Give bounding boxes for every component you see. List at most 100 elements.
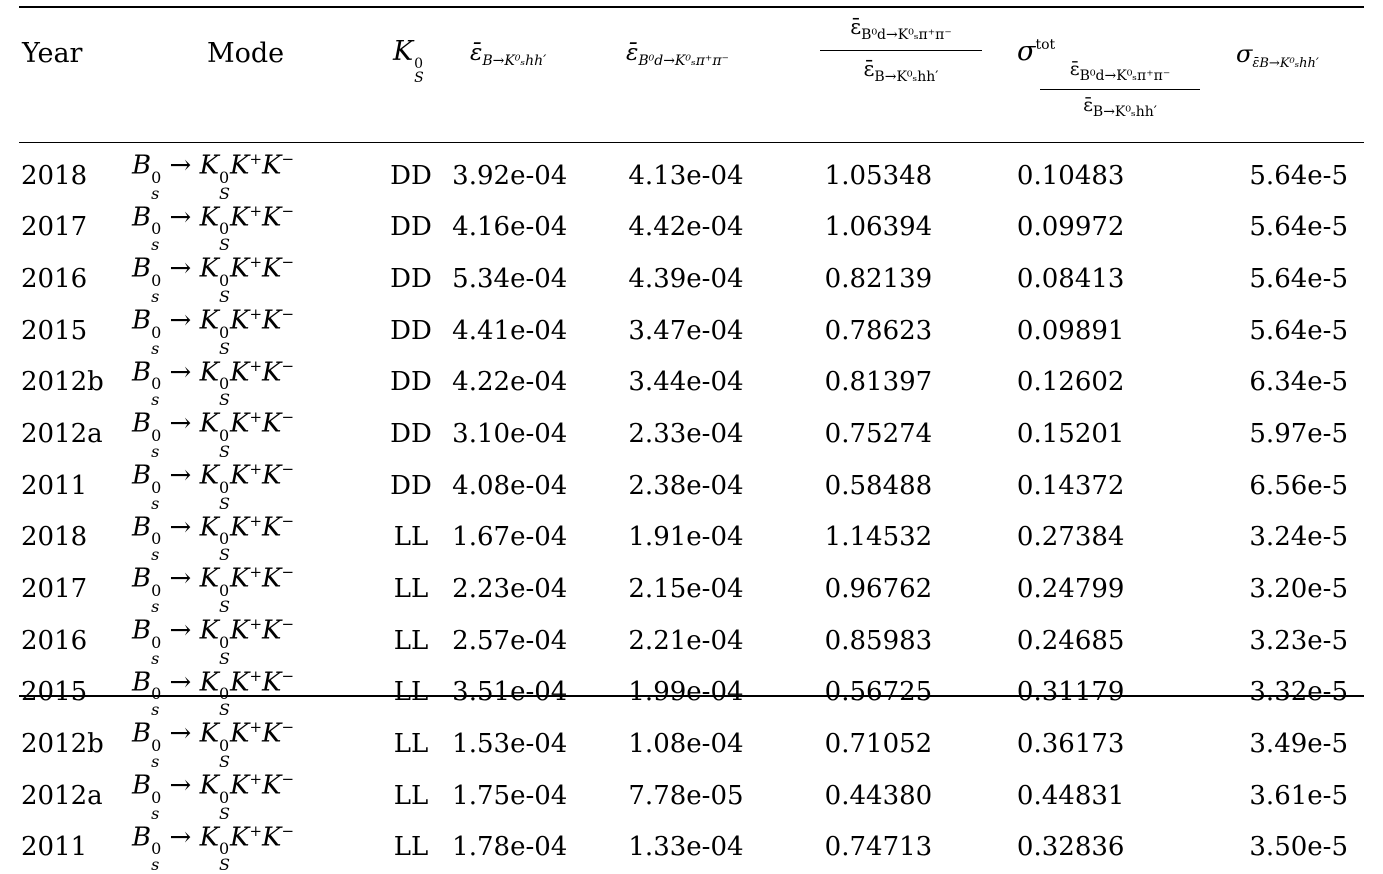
table-row: 2012b B 0 s → K 0 S K+K− LL 1.53e-04 1.08e-04 0.71…	[19, 718, 1364, 770]
cell-ks: DD	[390, 470, 432, 501]
cell-eff-b-khh: 1.67e-04	[452, 522, 568, 553]
cell-eff-b-khh: 4.08e-04	[452, 470, 568, 501]
cell-eff-ratio: 0.82139	[824, 264, 933, 295]
table-row: 2011 B 0 s → K 0 S K+K− LL 1.78e-04 1.33e-04 0.747…	[19, 822, 1364, 874]
table-row: 2015 B 0 s → K 0 S K+K− DD 4.41e-04 3.47e-04 0.786…	[19, 305, 1364, 357]
cell-eff-bd-kpipi: 1.99e-04	[628, 677, 744, 708]
cell-ks: LL	[393, 574, 429, 605]
cell-eff-bd-kpipi: 2.15e-04	[628, 574, 744, 605]
cell-sigma-eff: 3.50e-5	[1249, 832, 1348, 863]
cell-eff-ratio: 1.14532	[824, 522, 933, 553]
cell-sigma-eff: 5.64e-5	[1249, 212, 1348, 243]
table-row: 2018 B 0 s → K 0 S K+K− DD 3.92e-04 4.13e-04 1.053…	[19, 150, 1364, 202]
cell-sigma-eff: 3.24e-5	[1249, 522, 1348, 553]
cell-ks: DD	[390, 367, 432, 398]
table-row: 2012a B 0 s → K 0 S K+K− DD 3.10e-04 2.33e-04 0.75…	[19, 408, 1364, 460]
cell-sigma-tot: 0.12602	[1016, 367, 1125, 398]
cell-eff-bd-kpipi: 4.13e-04	[628, 160, 744, 191]
cell-sigma-tot: 0.31179	[1016, 677, 1125, 708]
cell-sigma-eff: 6.34e-5	[1249, 367, 1348, 398]
cell-year: 2018	[21, 160, 88, 191]
cell-year: 2015	[21, 677, 88, 708]
cell-ks: DD	[390, 160, 432, 191]
cell-year: 2012b	[21, 729, 104, 760]
cell-sigma-tot: 0.32836	[1016, 832, 1125, 863]
cell-eff-b-khh: 3.92e-04	[452, 160, 568, 191]
cell-year: 2018	[21, 522, 88, 553]
cell-ks: DD	[390, 212, 432, 243]
cell-sigma-eff: 5.97e-5	[1249, 419, 1348, 450]
header-eff-b-khh: ε̄B→K⁰ₛhh′	[470, 40, 547, 69]
cell-eff-b-khh: 1.75e-04	[452, 780, 568, 811]
cell-eff-ratio: 0.74713	[824, 832, 933, 863]
cell-sigma-eff: 5.64e-5	[1249, 160, 1348, 191]
header-eff-ratio: ε̄B⁰d→K⁰ₛπ⁺π⁻ ε̄B→K⁰ₛhh′	[820, 15, 982, 86]
table-row: 2017 B 0 s → K 0 S K+K− DD 4.16e-04 4.42e-04 1.063…	[19, 202, 1364, 254]
cell-year: 2012a	[21, 419, 103, 450]
cell-eff-ratio: 0.85983	[824, 625, 933, 656]
cell-eff-ratio: 0.75274	[824, 419, 933, 450]
cell-sigma-tot: 0.09891	[1016, 315, 1125, 346]
cell-year: 2011	[21, 832, 88, 863]
cell-eff-ratio: 0.81397	[824, 367, 933, 398]
cell-eff-ratio: 0.78623	[824, 315, 933, 346]
cell-year: 2016	[21, 625, 88, 656]
cell-year: 2011	[21, 470, 88, 501]
cell-eff-b-khh: 4.16e-04	[452, 212, 568, 243]
table-row: 2016 B 0 s → K 0 S K+K− DD 5.34e-04 4.39e-04 0.821…	[19, 253, 1364, 305]
cell-eff-b-khh: 2.23e-04	[452, 574, 568, 605]
cell-ks: DD	[390, 315, 432, 346]
cell-sigma-tot: 0.15201	[1016, 419, 1125, 450]
cell-eff-ratio: 1.06394	[824, 212, 933, 243]
cell-sigma-tot: 0.14372	[1016, 470, 1125, 501]
cell-eff-bd-kpipi: 2.33e-04	[628, 419, 744, 450]
cell-eff-ratio: 1.05348	[824, 160, 933, 191]
cell-sigma-tot: 0.27384	[1016, 522, 1125, 553]
header-year: Year	[22, 38, 83, 69]
cell-eff-bd-kpipi: 1.33e-04	[628, 832, 744, 863]
table-row: 2018 B 0 s → K 0 S K+K− LL 1.67e-04 1.91e-04 1.145…	[19, 512, 1364, 564]
cell-eff-bd-kpipi: 4.42e-04	[628, 212, 744, 243]
cell-ks: LL	[393, 625, 429, 656]
cell-ks: LL	[393, 729, 429, 760]
cell-year: 2016	[21, 264, 88, 295]
cell-eff-ratio: 0.56725	[824, 677, 933, 708]
header-eff-bd-kpipi: ε̄B⁰d→K⁰ₛπ⁺π⁻	[626, 40, 729, 69]
cell-sigma-tot: 0.08413	[1016, 264, 1125, 295]
cell-sigma-eff: 3.32e-5	[1249, 677, 1348, 708]
cell-ks: LL	[393, 780, 429, 811]
cell-sigma-eff: 5.64e-5	[1249, 264, 1348, 295]
cell-sigma-tot: 0.10483	[1016, 160, 1125, 191]
header-sigma-tot-fraction: ε̄B⁰d→K⁰ₛπ⁺π⁻ ε̄B→K⁰ₛhh′	[1040, 58, 1200, 121]
table-row: 2011 B 0 s → K 0 S K+K− DD 4.08e-04 2.38e-04 0.584…	[19, 460, 1364, 512]
cell-eff-b-khh: 3.10e-04	[452, 419, 568, 450]
table-row: 2015 B 0 s → K 0 S K+K− LL 3.51e-04 1.99e-04 0.567…	[19, 667, 1364, 719]
cell-eff-bd-kpipi: 2.38e-04	[628, 470, 744, 501]
cell-eff-b-khh: 1.53e-04	[452, 729, 568, 760]
cell-sigma-eff: 3.23e-5	[1249, 625, 1348, 656]
cell-eff-b-khh: 1.78e-04	[452, 832, 568, 863]
cell-ks: LL	[393, 832, 429, 863]
cell-eff-bd-kpipi: 1.91e-04	[628, 522, 744, 553]
cell-eff-b-khh: 4.41e-04	[452, 315, 568, 346]
cell-year: 2017	[21, 574, 88, 605]
cell-sigma-eff: 6.56e-5	[1249, 470, 1348, 501]
cell-sigma-eff: 3.20e-5	[1249, 574, 1348, 605]
cell-eff-ratio: 0.96762	[824, 574, 933, 605]
table-row: 2012a B 0 s → K 0 S K+K− LL 1.75e-04 7.78e-05 0.44…	[19, 770, 1364, 822]
cell-ks: LL	[393, 677, 429, 708]
header-rule	[19, 142, 1364, 144]
cell-ks: DD	[390, 264, 432, 295]
cell-sigma-tot: 0.36173	[1016, 729, 1125, 760]
cell-year: 2012b	[21, 367, 104, 398]
